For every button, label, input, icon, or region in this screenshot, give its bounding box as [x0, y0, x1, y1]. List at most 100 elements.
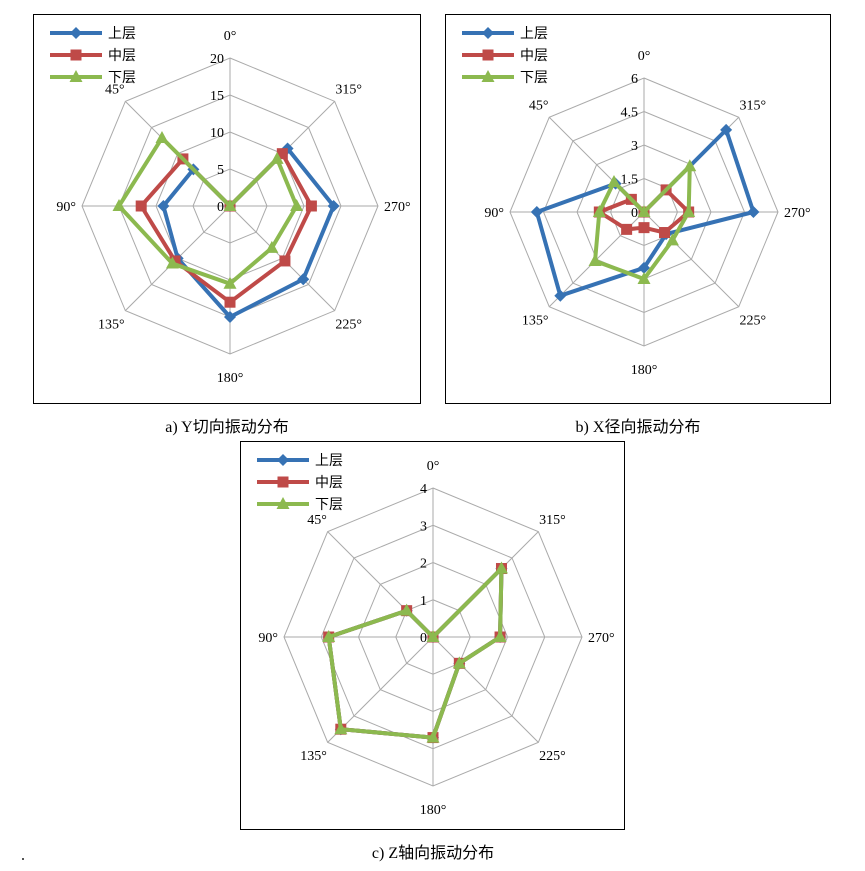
square-marker [276, 148, 288, 160]
category-label: 45° [105, 83, 125, 98]
triangle-marker [69, 70, 83, 82]
square-marker [621, 223, 633, 235]
legend-label: 下层 [520, 70, 548, 86]
series-line [326, 566, 504, 740]
triangle-marker [588, 253, 602, 266]
radial-tick-label: 1.5 [621, 173, 639, 188]
radial-tick-label: 5 [217, 163, 224, 178]
legend-item: 上层 [50, 26, 136, 42]
diamond-marker [297, 273, 310, 286]
radar-chart-y: 0 5 10 15 20 0° 315° 270° 225° 180° 135° 90° 45° 上层 中层… [33, 14, 421, 404]
triangle-marker [265, 240, 279, 253]
square-marker [279, 255, 291, 267]
triangle-marker [452, 656, 466, 669]
triangle-marker [683, 159, 697, 172]
triangle-marker [426, 630, 440, 642]
category-label: 180° [631, 363, 658, 378]
triangle-marker [276, 497, 290, 509]
radial-tick-label: 3 [420, 519, 427, 534]
legend-label: 中层 [108, 48, 136, 64]
legend-item: 下层 [462, 70, 548, 86]
stray-dot [22, 858, 24, 860]
legend-item: 下层 [257, 497, 343, 513]
diamond-marker [157, 200, 170, 212]
category-label: 315° [335, 83, 362, 98]
square-marker [169, 255, 181, 267]
legend-item: 中层 [257, 475, 343, 491]
radial-tick-label: 0 [631, 206, 638, 221]
diamond-marker [277, 454, 289, 466]
triangle-marker [270, 151, 284, 164]
category-label: 0° [638, 49, 651, 64]
radial-tick-label: 3 [631, 139, 638, 154]
legend-label: 中层 [520, 48, 548, 64]
triangle-marker [223, 276, 237, 289]
radial-tick-label: 0 [420, 631, 427, 646]
triangle-marker [400, 603, 414, 616]
triangle-marker [607, 174, 621, 187]
category-label: 0° [224, 29, 237, 44]
legend-label: 上层 [315, 453, 343, 469]
triangle-marker [223, 199, 237, 211]
radial-tick-label: 1 [420, 594, 427, 609]
radial-tick-label: 4 [420, 482, 427, 497]
triangle-marker [290, 199, 304, 211]
radar-svg-y: 051015200°315°270°225°180°135°90°45°上层中层… [50, 26, 411, 386]
legend-item: 上层 [462, 26, 548, 42]
category-label: 90° [56, 200, 76, 215]
legend-item: 下层 [50, 70, 136, 86]
category-label: 135° [522, 313, 549, 328]
grid-spoke [432, 636, 539, 743]
category-label: 270° [784, 206, 811, 221]
diamond-marker [530, 206, 543, 218]
category-label: 270° [384, 200, 411, 215]
caption-y: a) Y切向振动分布 [165, 419, 289, 436]
category-label: 45° [307, 513, 327, 528]
radial-tick-label: 15 [210, 89, 224, 104]
legend-item: 中层 [50, 48, 136, 64]
legend-label: 上层 [520, 26, 548, 42]
triangle-marker [322, 630, 336, 642]
category-label: 225° [335, 317, 362, 332]
caption-z: c) Z轴向振动分布 [371, 845, 495, 862]
radial-tick-label: 20 [210, 52, 224, 67]
square-marker [135, 200, 147, 212]
category-label: 0° [427, 459, 440, 474]
diamond-marker [224, 311, 236, 323]
series-3 [322, 561, 508, 743]
category-label: 270° [588, 631, 615, 646]
category-label: 90° [484, 206, 504, 221]
diamond-marker [554, 289, 567, 302]
radar-chart-x: 0 1.5 3 4.5 6 0° 315° 270° 225° 180° 135° 90° 45° 上层中… [445, 14, 831, 404]
square-marker [224, 296, 236, 308]
triangle-marker [334, 722, 348, 735]
legend-label: 中层 [315, 475, 343, 491]
diamond-marker [720, 123, 733, 136]
diamond-marker [747, 206, 760, 218]
category-label: 225° [739, 313, 766, 328]
radial-tick-label: 4.5 [621, 106, 639, 121]
radial-tick-label: 0 [217, 200, 224, 215]
triangle-marker [682, 205, 696, 217]
radar-svg-x: 0 1.5 3 4.5 60° 315° 270° 225° 180° 135° 90° 45° 上层中… [462, 26, 811, 378]
radar-chart-z: 0 1 2 3 4 0° 315° 270° 225° 180° 135° 90° 45° 上层 中层 下层 [240, 441, 625, 830]
radial-tick-label: 6 [631, 72, 638, 87]
triangle-marker [494, 561, 508, 574]
category-label: 135° [98, 317, 125, 332]
legend-label: 上层 [108, 26, 136, 42]
diamond-marker [70, 27, 82, 39]
category-label: 180° [420, 803, 447, 818]
triangle-marker [155, 130, 169, 143]
legend-label: 下层 [315, 497, 343, 513]
triangle-marker [592, 205, 606, 217]
legend-item: 上层 [257, 453, 343, 469]
square-marker [277, 476, 289, 488]
category-label: 90° [258, 631, 278, 646]
square-marker [305, 200, 317, 212]
triangle-marker [112, 199, 126, 211]
category-label: 45° [529, 99, 549, 114]
radial-tick-label: 2 [420, 557, 427, 572]
